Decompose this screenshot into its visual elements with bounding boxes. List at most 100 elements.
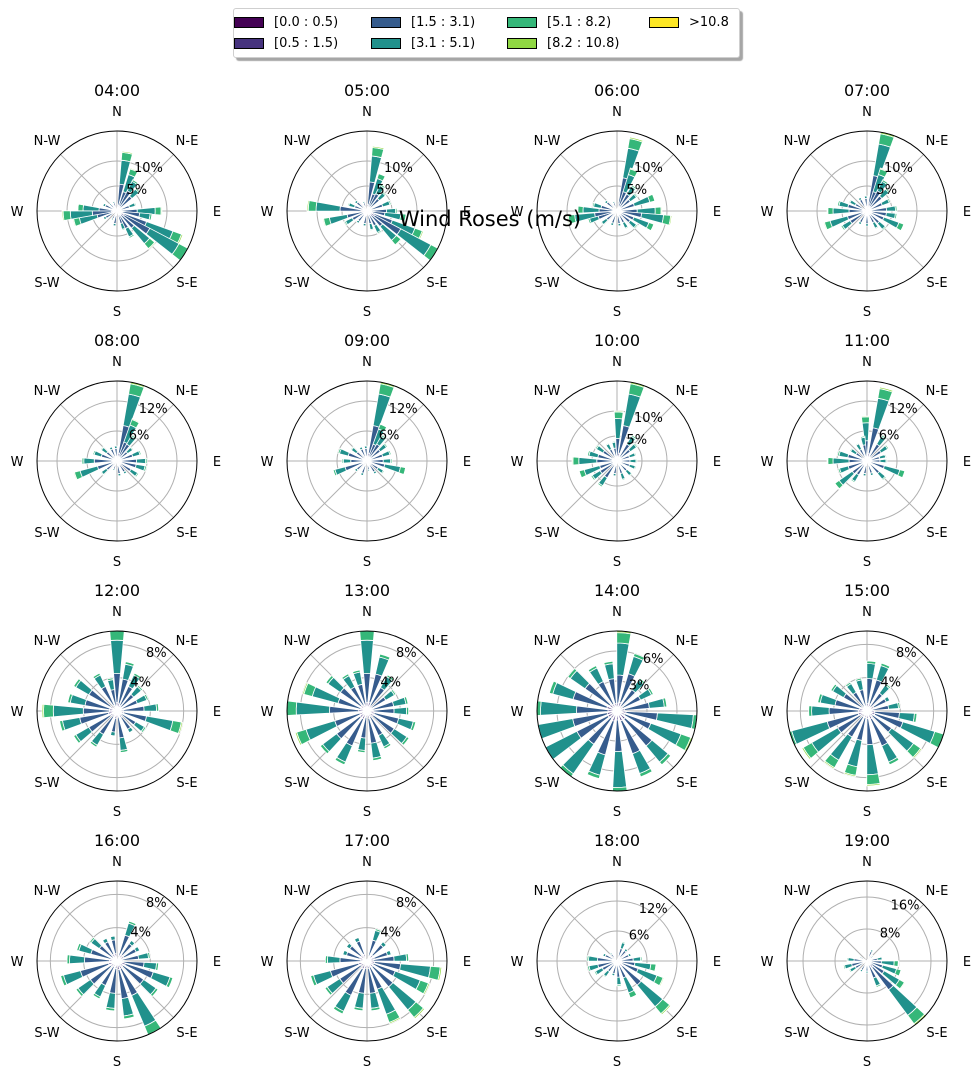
direction-label: S-E [676,526,697,541]
wind-petal-segment [134,187,141,194]
wind-petal-segment [357,749,366,754]
wind-petal-segment [842,964,847,970]
legend-swatch [649,16,679,28]
wind-petal-segment [604,663,615,681]
wind-petal-segment [863,195,868,199]
wind-petal-segment [846,956,849,962]
wind-rose-subplot: 17:00 4% 8% E N-E N N-W W S-W S S-E [261,831,472,1070]
direction-label: N-W [34,634,61,649]
wind-petal-segment [325,674,335,685]
wind-petal-segment [614,719,623,752]
wind-petal-segment [874,225,880,230]
wind-petal-segment [826,206,829,216]
wind-petal-segment [866,660,877,665]
direction-label: S-W [34,526,59,541]
direction-label: N [862,855,872,870]
wind-petal-segment [632,956,642,962]
wind-petal-segment [410,721,417,732]
wind-petal-segment [390,458,393,464]
direction-label: E [963,955,971,970]
wind-petal-segment [112,222,117,227]
wind-petal-segment [370,1006,381,1012]
wind-petal-segment [894,212,898,220]
direction-label: N-W [784,384,811,399]
wind-petal-segment [850,478,856,484]
wind-petal-segment [75,987,85,998]
wind-rose-subplot: 19:00 8% 16% E N-E N N-W W S-W S S-E [761,831,972,1070]
wind-petal-segment [385,949,392,957]
wind-petal-segment [866,773,881,785]
wind-petal-segment [102,202,107,208]
wind-petal-segment [635,458,638,464]
wind-petal-segment [306,199,310,212]
radial-gridline [116,710,174,768]
direction-label: N-W [284,134,311,149]
radial-tick-label: 8% [146,896,167,911]
direction-label: N [112,105,122,120]
wind-petal-segment [883,696,891,703]
wind-petal-segment [354,467,359,473]
legend-entry: [0.0 : 0.5) [234,14,338,30]
wind-petal-segment [137,952,149,960]
legend-label: [5.1 : 8.2) [547,14,612,30]
wind-petal-segment [350,446,355,451]
wind-petal-segment [572,456,580,466]
wind-petal-segment [590,474,596,481]
subplot-title: 12:00 [94,581,140,600]
direction-label: N-W [284,884,311,899]
wind-petal-segment [837,467,842,475]
direction-label: S-W [784,276,809,291]
wind-petal-segment [881,179,889,186]
wind-petal-segment [586,965,591,972]
radial-gridline [560,404,618,462]
wind-petal-segment [144,715,174,732]
direction-label: N-E [176,134,199,149]
subplot-title: 19:00 [844,831,890,850]
direction-label: S-W [284,776,309,791]
wind-petal-segment [857,196,863,202]
wind-petal-segment [73,734,82,744]
wind-petal-segment [369,991,380,1009]
wind-petal-segment [110,717,117,733]
wind-petal-segment [334,756,347,766]
direction-label: S [863,305,871,320]
wind-petal-segment [833,482,840,490]
direction-label: N-W [534,884,561,899]
wind-rose-subplot: 06:00 5% 10% E N-E N N-W W S-W S S-E [511,81,722,320]
radial-gridline [560,904,618,962]
wind-petal-segment [612,750,628,788]
figure-title: Wind Roses (m/s) [398,207,582,231]
direction-label: W [261,955,274,970]
wind-petal-segment [887,702,899,710]
wind-petal-segment [106,677,114,682]
direction-label: W [11,705,24,720]
wind-petal-segment [89,740,98,748]
wind-petal-segment [413,1007,426,1020]
direction-label: S [113,305,121,320]
legend-swatch [234,37,264,49]
polar-frame [286,880,448,1042]
wind-petal-segment [380,434,387,440]
direction-label: S [613,805,621,820]
legend-entry: [3.1 : 5.1) [371,35,475,51]
legend-swatch [371,37,401,49]
wind-petal-segment [886,197,892,204]
direction-label: N [362,605,372,620]
wind-petal-segment [817,693,823,704]
wind-petal-segment [135,457,146,465]
wind-petal-segment [294,731,303,746]
direction-label: E [463,705,471,720]
wind-petal-segment [128,233,135,239]
wind-petal-segment [586,450,591,457]
subplot-title: 11:00 [844,331,890,350]
wind-petal-segment [60,974,68,987]
wind-petal-segment [61,210,65,222]
radial-gridline [366,710,424,768]
wind-petal-segment [121,996,134,1017]
subplot-title: 05:00 [344,81,390,100]
wind-petal-segment [588,450,600,459]
wind-petal-segment [405,706,410,716]
wind-petal-segment [591,201,596,208]
wind-petal-segment [602,973,607,978]
wind-petal-segment [149,987,159,998]
